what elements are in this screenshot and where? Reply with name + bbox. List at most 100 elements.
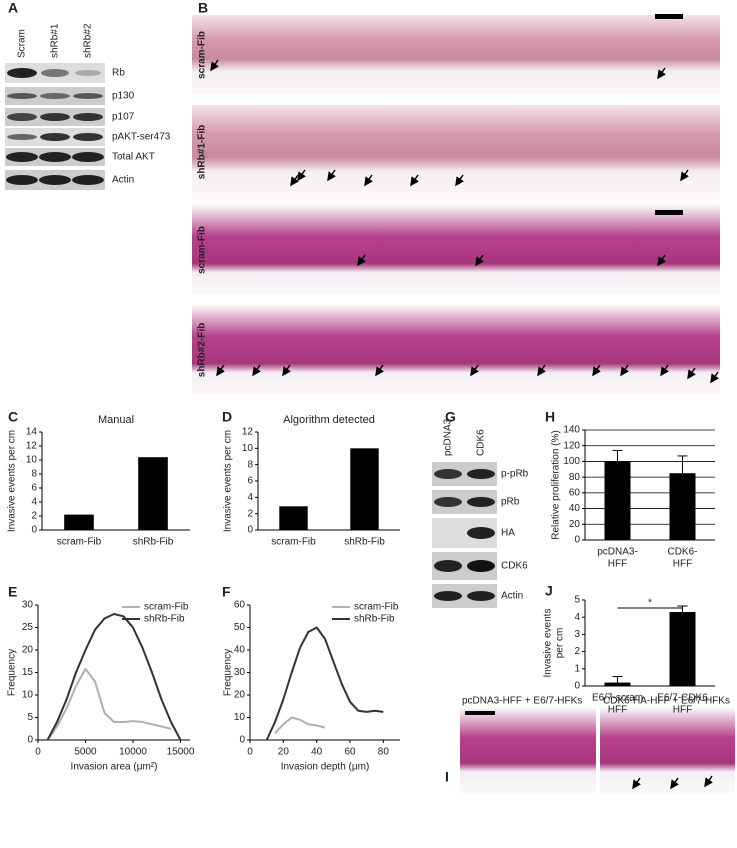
x-tick-label: 0 — [35, 747, 41, 758]
x-tick-label: 5000 — [74, 747, 97, 758]
y-tick-label: 0 — [239, 735, 245, 746]
y-tick-label: 6 — [247, 476, 253, 487]
y-tick-label: 2 — [31, 511, 37, 522]
y-tick-label: 0 — [574, 535, 580, 546]
y-tick-label: 20 — [234, 690, 246, 701]
x-tick-label: 20 — [278, 747, 290, 758]
y-tick-label: 5 — [574, 595, 580, 606]
y-tick-label: 0 — [31, 525, 37, 536]
protein-label: Actin — [112, 175, 134, 186]
legend-label: shRb-Fib — [354, 614, 395, 625]
y-tick-label: 50 — [234, 622, 246, 633]
row-label: scram-Fib — [197, 226, 208, 274]
legend-label: scram-Fib — [144, 602, 189, 613]
x-tick-label: 10000 — [119, 747, 147, 758]
legend-label: scram-Fib — [354, 602, 399, 613]
y-tick-label: 20 — [569, 519, 581, 530]
y-tick-label: 4 — [574, 612, 580, 623]
lane-label: CDK6 — [476, 429, 487, 456]
x-tick-label: HFF — [673, 705, 692, 716]
line-series — [274, 716, 326, 734]
bar — [64, 514, 94, 530]
y-axis-label: Invasive events per cm — [223, 430, 234, 532]
y-axis-label: Frequency — [7, 649, 18, 696]
blot-g — [432, 462, 497, 608]
protein-label: CDK6 — [501, 561, 528, 572]
bar — [350, 448, 379, 530]
row-label: scram-Fib — [197, 31, 208, 79]
protein-label: p130 — [112, 91, 135, 102]
line-series — [46, 667, 172, 741]
panel-letter: J — [545, 583, 553, 599]
x-tick-label: pcDNA3- — [597, 547, 638, 558]
y-tick-label: 100 — [563, 456, 580, 467]
y-tick-label: 8 — [31, 469, 37, 480]
y-axis-label: Invasive events — [543, 609, 554, 678]
y-tick-label: 3 — [574, 629, 580, 640]
y-tick-label: 12 — [242, 427, 254, 438]
y-tick-label: 14 — [26, 427, 38, 438]
chart-title: Manual — [98, 414, 134, 426]
panel-letter: F — [222, 584, 231, 600]
x-tick-label: shRb-Fib — [133, 537, 174, 548]
x-axis-label: Invasion area (μm²) — [71, 762, 158, 773]
y-tick-label: 4 — [247, 492, 253, 503]
caption: pcDNA3-HFF + E6/7-HFKs — [462, 696, 582, 707]
x-tick-label: 80 — [378, 747, 390, 758]
x-tick-label: 15000 — [167, 747, 195, 758]
bar — [604, 682, 631, 686]
blot-a — [5, 63, 105, 190]
panel-letter: E — [8, 584, 17, 600]
x-tick-label: HFF — [608, 559, 627, 570]
x-tick-label: scram-Fib — [57, 537, 102, 548]
protein-label: pAKT-ser473 — [112, 132, 171, 143]
y-tick-label: 25 — [22, 622, 34, 633]
line-series — [265, 626, 384, 741]
x-tick-label: scram-Fib — [271, 537, 316, 548]
protein-label: p-pRb — [501, 469, 529, 480]
bar — [604, 461, 631, 540]
panel-letter: C — [8, 409, 18, 425]
y-tick-label: 140 — [563, 425, 580, 436]
y-tick-label: 0 — [574, 681, 580, 692]
panel-letter: H — [545, 409, 555, 425]
lane-label: shRb#1 — [50, 23, 61, 58]
y-tick-label: 1 — [574, 663, 580, 674]
y-tick-label: 6 — [31, 483, 37, 494]
y-tick-label: 2 — [574, 646, 580, 657]
x-tick-label: 0 — [247, 747, 253, 758]
panel-letter: G — [445, 409, 456, 425]
x-tick-label: HFF — [673, 559, 692, 570]
row-label: shRb#2-Fib — [197, 323, 208, 377]
y-axis-label: Frequency — [223, 649, 234, 696]
histology-b — [192, 14, 720, 395]
x-tick-label: 60 — [344, 747, 356, 758]
legend-label: shRb-Fib — [144, 614, 185, 625]
y-tick-label: 10 — [234, 712, 246, 723]
lane-label: pcDNA3 — [443, 418, 454, 456]
y-tick-label: 60 — [234, 600, 246, 611]
y-tick-label: 30 — [22, 600, 34, 611]
x-tick-label: shRb-Fib — [344, 537, 385, 548]
protein-label: Total AKT — [112, 152, 155, 163]
panel-letter: D — [222, 409, 232, 425]
bar — [279, 506, 308, 530]
panel-letter: B — [198, 0, 208, 16]
protein-label: HA — [501, 528, 515, 539]
protein-label: Actin — [501, 591, 523, 602]
y-tick-label: 0 — [247, 525, 253, 536]
y-tick-label: 4 — [31, 497, 37, 508]
y-tick-label: 10 — [22, 690, 34, 701]
y-axis-label: Invasive events per cm — [7, 430, 18, 532]
y-tick-label: 40 — [234, 645, 246, 656]
y-tick-label: 10 — [26, 455, 38, 466]
row-label: shRb#1-Fib — [197, 125, 208, 179]
y-axis-label: per cm — [555, 628, 566, 659]
x-tick-label: 40 — [311, 747, 323, 758]
significance-mark: * — [648, 598, 652, 609]
x-tick-label: HFF — [608, 705, 627, 716]
y-tick-label: 5 — [27, 712, 33, 723]
protein-label: pRb — [501, 497, 520, 508]
line-series — [46, 613, 182, 741]
